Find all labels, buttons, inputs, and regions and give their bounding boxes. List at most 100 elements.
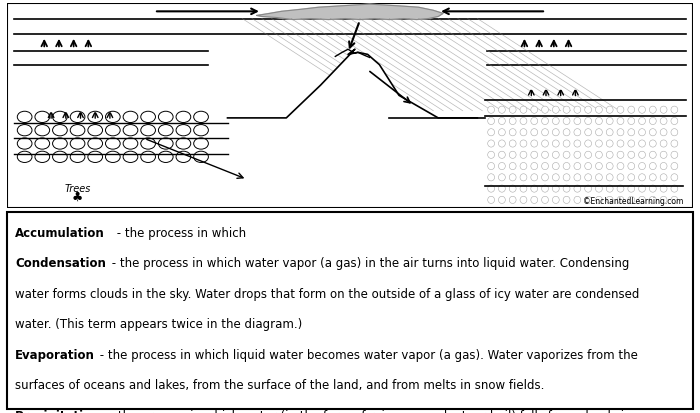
Circle shape bbox=[574, 129, 581, 137]
Circle shape bbox=[510, 174, 516, 181]
Circle shape bbox=[628, 118, 635, 125]
Circle shape bbox=[584, 174, 592, 181]
Text: water. (This term appears twice in the diagram.): water. (This term appears twice in the d… bbox=[15, 318, 302, 331]
Circle shape bbox=[671, 107, 678, 114]
Ellipse shape bbox=[176, 112, 190, 123]
Circle shape bbox=[498, 152, 505, 159]
Circle shape bbox=[638, 185, 645, 193]
Ellipse shape bbox=[106, 125, 120, 137]
Circle shape bbox=[520, 140, 527, 148]
Circle shape bbox=[520, 185, 527, 193]
Circle shape bbox=[628, 152, 635, 159]
Circle shape bbox=[617, 140, 624, 148]
Circle shape bbox=[510, 118, 516, 125]
Circle shape bbox=[650, 152, 657, 159]
Text: Condensation: Condensation bbox=[15, 257, 106, 270]
Circle shape bbox=[488, 107, 494, 114]
Ellipse shape bbox=[176, 152, 190, 163]
Ellipse shape bbox=[52, 112, 67, 123]
Circle shape bbox=[542, 118, 548, 125]
Circle shape bbox=[584, 197, 592, 204]
Ellipse shape bbox=[194, 125, 209, 137]
Circle shape bbox=[638, 174, 645, 181]
Circle shape bbox=[488, 140, 494, 148]
Circle shape bbox=[574, 197, 581, 204]
Circle shape bbox=[596, 185, 602, 193]
Ellipse shape bbox=[70, 152, 85, 163]
Circle shape bbox=[650, 118, 657, 125]
Circle shape bbox=[617, 197, 624, 204]
Circle shape bbox=[531, 129, 538, 137]
Circle shape bbox=[606, 129, 613, 137]
Circle shape bbox=[584, 152, 592, 159]
Circle shape bbox=[488, 163, 494, 170]
Circle shape bbox=[531, 107, 538, 114]
Ellipse shape bbox=[123, 152, 138, 163]
Ellipse shape bbox=[88, 112, 102, 123]
Circle shape bbox=[488, 129, 494, 137]
Circle shape bbox=[584, 107, 592, 114]
Ellipse shape bbox=[18, 112, 32, 123]
Circle shape bbox=[531, 185, 538, 193]
Circle shape bbox=[650, 129, 657, 137]
Circle shape bbox=[531, 163, 538, 170]
Circle shape bbox=[552, 163, 559, 170]
Circle shape bbox=[574, 163, 581, 170]
Circle shape bbox=[520, 107, 527, 114]
Ellipse shape bbox=[141, 152, 155, 163]
Ellipse shape bbox=[70, 125, 85, 137]
Circle shape bbox=[660, 174, 667, 181]
Circle shape bbox=[520, 129, 527, 137]
Circle shape bbox=[638, 152, 645, 159]
Circle shape bbox=[671, 185, 678, 193]
Circle shape bbox=[542, 152, 548, 159]
Ellipse shape bbox=[176, 138, 190, 150]
Ellipse shape bbox=[106, 138, 120, 150]
Circle shape bbox=[660, 118, 667, 125]
Ellipse shape bbox=[35, 152, 50, 163]
Circle shape bbox=[498, 118, 505, 125]
Circle shape bbox=[574, 118, 581, 125]
Circle shape bbox=[510, 163, 516, 170]
Circle shape bbox=[596, 107, 602, 114]
Ellipse shape bbox=[123, 125, 138, 137]
Ellipse shape bbox=[194, 138, 209, 150]
Circle shape bbox=[606, 118, 613, 125]
Ellipse shape bbox=[141, 125, 155, 137]
Text: Evaporation: Evaporation bbox=[15, 348, 95, 361]
Circle shape bbox=[628, 185, 635, 193]
Circle shape bbox=[552, 129, 559, 137]
Circle shape bbox=[498, 140, 505, 148]
Circle shape bbox=[617, 152, 624, 159]
Circle shape bbox=[650, 107, 657, 114]
Circle shape bbox=[638, 107, 645, 114]
Ellipse shape bbox=[106, 112, 120, 123]
Circle shape bbox=[488, 152, 494, 159]
Circle shape bbox=[638, 129, 645, 137]
Ellipse shape bbox=[35, 138, 50, 150]
Circle shape bbox=[650, 140, 657, 148]
Circle shape bbox=[510, 107, 516, 114]
Polygon shape bbox=[228, 50, 477, 119]
Ellipse shape bbox=[176, 125, 190, 137]
Circle shape bbox=[498, 163, 505, 170]
Circle shape bbox=[671, 129, 678, 137]
Circle shape bbox=[596, 197, 602, 204]
Circle shape bbox=[617, 185, 624, 193]
Circle shape bbox=[520, 163, 527, 170]
Circle shape bbox=[531, 174, 538, 181]
Circle shape bbox=[542, 140, 548, 148]
Text: - the process in which water vapor (a gas) in the air turns into liquid water. C: - the process in which water vapor (a ga… bbox=[108, 257, 629, 270]
Circle shape bbox=[488, 174, 494, 181]
Circle shape bbox=[638, 118, 645, 125]
Ellipse shape bbox=[35, 112, 50, 123]
Circle shape bbox=[564, 140, 570, 148]
Circle shape bbox=[628, 140, 635, 148]
Ellipse shape bbox=[52, 138, 67, 150]
Circle shape bbox=[660, 152, 667, 159]
Circle shape bbox=[542, 185, 548, 193]
Circle shape bbox=[520, 174, 527, 181]
Ellipse shape bbox=[52, 125, 67, 137]
Circle shape bbox=[671, 140, 678, 148]
Circle shape bbox=[671, 163, 678, 170]
